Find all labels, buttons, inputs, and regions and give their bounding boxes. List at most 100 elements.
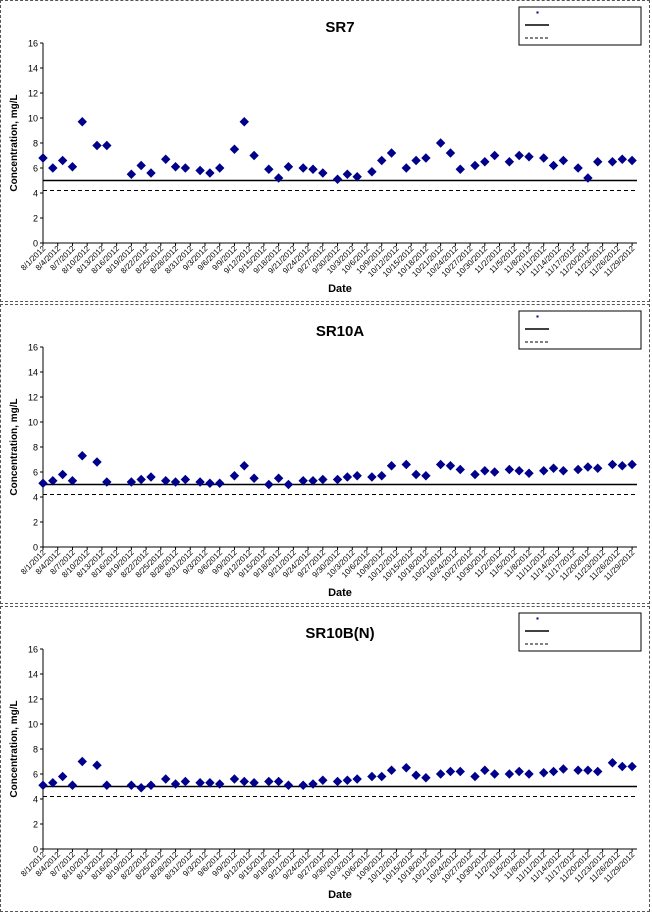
chart-panel: SR10A 0 2 4 6 8 10 12 14 16 Concentration, mg/L 8/1…: [0, 304, 650, 604]
data-point: [77, 117, 87, 127]
y-tick-label: 8: [33, 139, 38, 149]
y-tick-label: 6: [33, 468, 38, 478]
data-point: [411, 770, 421, 780]
data-point: [308, 779, 318, 789]
chart-svg: SR10B(N) 0 2 4 6 8 10 12 14 16 Concentration, mg/L…: [9, 612, 642, 901]
y-tick-label: 10: [28, 418, 38, 428]
legend-marker: [536, 315, 539, 318]
data-point: [273, 473, 284, 483]
data-point: [607, 459, 618, 470]
data-point: [283, 162, 294, 172]
data-point: [421, 471, 431, 481]
x-axis-label: Date: [328, 283, 352, 295]
data-point: [332, 776, 343, 787]
data-point: [180, 776, 191, 787]
data-point: [386, 461, 397, 471]
data-point: [548, 766, 559, 777]
data-point: [170, 477, 181, 487]
y-tick-label: 12: [28, 695, 38, 705]
data-point: [489, 150, 500, 161]
data-point: [249, 778, 259, 788]
y-tick-label: 0: [33, 239, 38, 249]
data-point: [283, 780, 294, 790]
data-point: [136, 474, 146, 485]
data-point: [480, 466, 490, 476]
legend: [518, 612, 642, 652]
data-point: [558, 466, 569, 476]
data-point: [607, 758, 618, 768]
data-point: [136, 783, 146, 793]
legend-box: [518, 310, 642, 350]
data-point: [558, 155, 569, 166]
data-point: [229, 471, 240, 481]
data-point: [195, 165, 205, 176]
x-axis-label: Date: [328, 587, 352, 599]
data-point: [102, 780, 112, 790]
data-point: [38, 478, 48, 488]
data-point: [455, 464, 465, 475]
data-point: [445, 766, 456, 777]
data-point: [57, 771, 68, 782]
data-point: [401, 163, 411, 173]
data-point: [573, 765, 583, 775]
data-point: [57, 469, 68, 480]
data-point: [92, 457, 102, 467]
data-point: [386, 765, 397, 775]
data-point: [514, 150, 524, 161]
data-point: [411, 155, 421, 166]
data-point: [352, 471, 362, 481]
y-tick-label: 14: [28, 64, 38, 74]
data-point: [573, 163, 583, 173]
data-point: [273, 173, 284, 183]
y-tick-label: 4: [33, 493, 38, 503]
data-point: [264, 479, 274, 490]
data-point: [489, 467, 500, 477]
data-point: [583, 173, 593, 183]
data-point: [377, 771, 387, 782]
data-point: [264, 164, 274, 174]
legend-marker: [536, 11, 539, 14]
data-point: [38, 153, 48, 163]
data-point: [298, 476, 308, 486]
data-point: [627, 761, 637, 772]
data-point: [161, 774, 171, 784]
data-point: [593, 766, 603, 777]
legend-marker: [536, 617, 539, 620]
data-point: [377, 471, 387, 481]
y-tick-label: 0: [33, 845, 38, 855]
data-point: [617, 461, 627, 471]
data-point: [249, 150, 259, 161]
data-point: [229, 144, 240, 154]
data-point: [617, 761, 627, 772]
y-tick-label: 12: [28, 89, 38, 99]
data-point: [48, 476, 58, 486]
data-point: [205, 478, 215, 488]
data-point: [264, 776, 274, 787]
data-point: [539, 466, 549, 476]
data-point: [504, 769, 515, 779]
data-point: [342, 775, 353, 785]
data-point: [146, 780, 156, 790]
y-tick-label: 14: [28, 670, 38, 680]
chart-panel: SR7 0 2 4 6 8 10 12 14 16 Concentration, mg/L 8/1/2…: [0, 0, 650, 302]
data-point: [514, 766, 524, 777]
data-point: [298, 163, 308, 173]
data-point: [367, 771, 377, 782]
data-point: [627, 459, 637, 470]
data-point: [146, 472, 156, 482]
chart-title: SR10A: [316, 323, 365, 340]
data-point: [318, 168, 328, 178]
data-point: [126, 169, 137, 179]
data-point: [617, 154, 627, 164]
data-point: [480, 157, 490, 167]
data-point: [146, 168, 156, 178]
data-point: [539, 768, 549, 778]
data-point: [342, 472, 353, 482]
data-point: [205, 778, 215, 788]
data-point: [239, 117, 249, 127]
data-point: [67, 476, 78, 486]
data-point: [489, 769, 500, 779]
data-point: [367, 472, 377, 482]
data-point: [470, 160, 480, 171]
